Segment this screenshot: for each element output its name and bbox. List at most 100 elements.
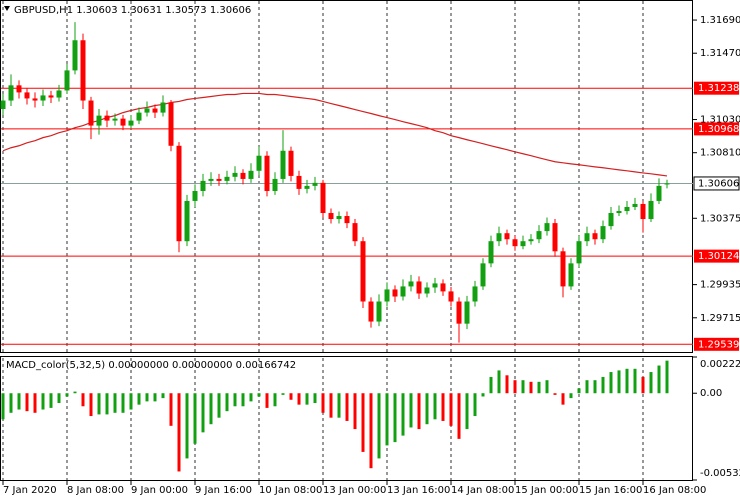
level-label-box [694, 337, 739, 351]
candle-body [624, 206, 630, 212]
macd-bar [625, 368, 629, 394]
macd-bar [249, 393, 253, 402]
candle-body [176, 145, 182, 242]
candle-body [384, 289, 390, 302]
macd-bar [361, 393, 365, 452]
macd-bar [641, 376, 645, 394]
candle-body [336, 216, 342, 220]
candle-body [664, 183, 670, 185]
macd-bar [289, 393, 293, 400]
macd-bar [561, 393, 565, 405]
macd-bar [313, 393, 317, 404]
candle-body [72, 40, 78, 71]
level-label-box [694, 249, 739, 263]
candle-body [184, 200, 190, 242]
macd-bar [633, 368, 637, 394]
candle-body [8, 85, 14, 101]
candle-body [360, 241, 366, 302]
candle-body [432, 283, 438, 288]
macd-bar [521, 380, 525, 394]
macd-bar [345, 393, 349, 421]
x-tick-label: 13 Jan 16:00 [387, 485, 450, 496]
candle-body [152, 108, 158, 113]
candle-body [528, 239, 534, 242]
y-tick-label: 1.31470 [700, 48, 740, 59]
macd-bar [441, 393, 445, 421]
macd-bar [153, 393, 157, 402]
macd-bar [401, 393, 405, 436]
candle-body [232, 172, 238, 177]
macd-bar [585, 380, 589, 394]
candle-body [600, 226, 606, 240]
macd-bar [473, 393, 477, 417]
y2-tick-label: 0.00 [700, 388, 722, 399]
candle-body [368, 301, 374, 322]
collapse-arrow[interactable] [4, 6, 10, 11]
candle-body [608, 213, 614, 227]
x-tick-label: 16 Jan 08:00 [643, 485, 706, 496]
level-label: 1.30968 [698, 124, 739, 135]
candle-body [144, 108, 150, 113]
candle-body [424, 287, 430, 294]
candle-body [128, 120, 134, 126]
chart-title: GBPUSD,H1 1.30603 1.30631 1.30573 1.3060… [14, 5, 251, 16]
macd-bar [177, 393, 181, 472]
candle-body [632, 203, 638, 207]
level-label-box [694, 81, 739, 95]
macd-bar [457, 393, 461, 439]
candle-body [328, 213, 334, 220]
level-label: 1.29539 [698, 339, 739, 350]
candle-body [392, 289, 398, 297]
macd-bar [57, 393, 61, 404]
macd-bar [545, 380, 549, 394]
x-tick-label: 14 Jan 08:00 [451, 485, 514, 496]
candle-body [96, 115, 102, 126]
macd-bar [649, 372, 653, 394]
candle-body [56, 90, 62, 98]
macd-bar [537, 381, 541, 394]
candle-body [168, 102, 174, 146]
macd-bar [105, 393, 109, 415]
candle-body [616, 211, 622, 214]
macd-bar [433, 393, 437, 420]
macd-bar [201, 393, 205, 433]
macd-bar [65, 393, 69, 397]
price-panel-border [0, 0, 693, 353]
x-tick-label: 15 Jan 00:00 [515, 485, 578, 496]
level-label-box [694, 122, 739, 136]
candle-body [512, 239, 518, 247]
macd-bar [273, 393, 277, 407]
macd-bar [337, 393, 341, 418]
candle-body [640, 203, 646, 220]
candle-body [592, 233, 598, 240]
candle-body [32, 98, 38, 101]
y2-tick-label: 0.0022232 [700, 359, 740, 370]
macd-bar [17, 393, 21, 410]
candle-body [264, 155, 270, 191]
macd-bar [81, 393, 85, 407]
macd-bar [393, 393, 397, 443]
macd-bar [497, 370, 501, 394]
macd-bar [489, 376, 493, 394]
x-tick-label: 9 Jan 16:00 [195, 485, 252, 496]
x-tick-label: 10 Jan 08:00 [259, 485, 322, 496]
candle-body [280, 150, 286, 179]
macd-bar [657, 365, 661, 394]
macd-bar [233, 393, 237, 407]
x-tick-label: 13 Jan 00:00 [323, 485, 386, 496]
macd-bar [265, 393, 269, 408]
candle-body [296, 175, 302, 189]
macd-bar [217, 393, 221, 418]
y-tick-label: 1.30375 [700, 213, 740, 224]
macd-bar [121, 393, 125, 413]
macd-bar [617, 370, 621, 394]
candle-body [40, 95, 46, 101]
candle-body [64, 70, 70, 91]
candle-body [256, 155, 262, 171]
candle-body [248, 170, 254, 179]
level-label: 1.31238 [698, 83, 739, 94]
macd-bar [161, 393, 165, 399]
candle-body [288, 150, 294, 176]
candle-body [400, 286, 406, 297]
